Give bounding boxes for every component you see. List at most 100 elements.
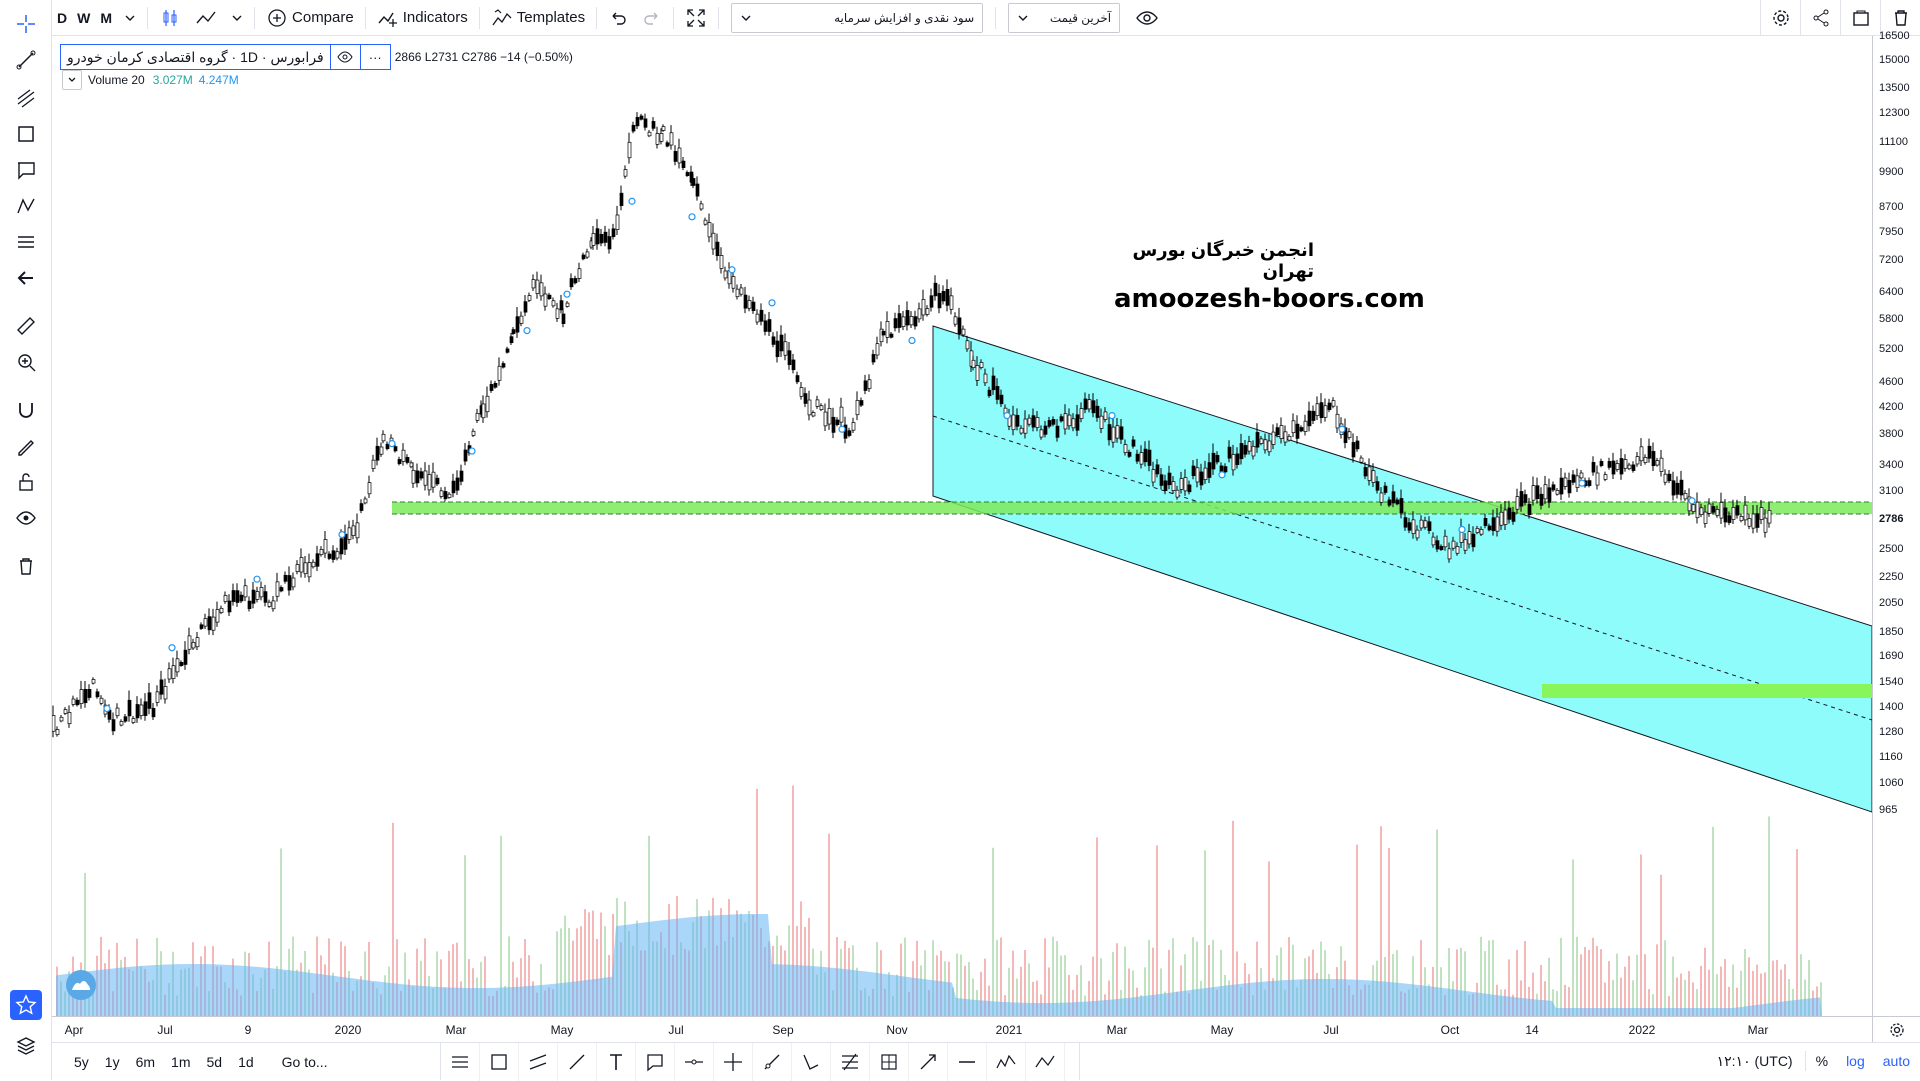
symbol-name: فرابورس · 1D · گروه اقتصادی کرمان خودرو (67, 48, 324, 65)
range-1d[interactable]: 1d (238, 1053, 254, 1070)
text-tool-icon[interactable] (597, 1042, 636, 1081)
line-type-icon[interactable] (188, 0, 224, 36)
candle-body (299, 557, 304, 573)
compare-button[interactable]: Compare (259, 0, 361, 36)
volume-bar (1484, 951, 1486, 1016)
horizontal-lines-icon[interactable] (441, 1042, 480, 1081)
range-5d[interactable]: 5d (206, 1053, 223, 1070)
volume-bar (756, 788, 758, 1016)
candle-body (1371, 470, 1376, 483)
eye-icon[interactable] (0, 500, 52, 536)
abc-tool-icon[interactable] (1026, 1042, 1065, 1081)
study-select[interactable]: سود نقدی و افزایش سرمایه (731, 2, 984, 33)
candle-body (1739, 516, 1744, 522)
percent-toggle[interactable]: % (1815, 1053, 1829, 1069)
line-tool-icon[interactable] (558, 1042, 597, 1081)
chart-type-dropdown-icon[interactable] (224, 0, 250, 36)
channel-tool-icon[interactable] (519, 1042, 558, 1081)
ruler-icon[interactable] (0, 308, 52, 344)
volume-bar (1576, 936, 1578, 1016)
interval-d[interactable]: D (57, 9, 68, 26)
indicators-button[interactable]: Indicators (370, 0, 475, 36)
price-source-select[interactable]: آخرین قیمت (1008, 2, 1121, 33)
rectangle-icon[interactable] (0, 116, 52, 152)
elliott-tool-icon[interactable] (987, 1042, 1026, 1081)
range-6m[interactable]: 6m (135, 1053, 156, 1070)
candle-body (1275, 427, 1280, 436)
arrow-tool-icon[interactable] (909, 1042, 948, 1081)
fullscreen-icon[interactable] (678, 0, 714, 36)
ray-tool-icon[interactable] (753, 1042, 792, 1081)
callout-icon[interactable] (0, 152, 52, 188)
dash-tool-icon[interactable] (948, 1042, 987, 1081)
tradingview-logo-icon[interactable] (66, 970, 96, 1000)
axis-settings-gear-icon[interactable] (1872, 1016, 1920, 1042)
trendline-icon[interactable] (0, 42, 52, 78)
fib-tool-icon[interactable] (831, 1042, 870, 1081)
price-chart[interactable] (52, 36, 1872, 1016)
visibility-eye-icon[interactable] (1128, 0, 1166, 36)
candle-body (509, 336, 514, 344)
candle-body (243, 585, 248, 598)
crosshair-icon[interactable] (0, 6, 52, 42)
delete-icon[interactable] (1880, 0, 1920, 36)
rect-tool-icon[interactable] (480, 1042, 519, 1081)
candle-body (443, 491, 448, 500)
candle-body (815, 399, 820, 407)
goto-button[interactable]: Go to... (281, 1053, 328, 1070)
log-toggle[interactable]: log (1846, 1053, 1865, 1069)
back-arrow-icon[interactable] (0, 260, 52, 296)
candle-body (379, 446, 384, 455)
cross-tool-icon[interactable] (714, 1042, 753, 1081)
redo-icon[interactable] (635, 0, 669, 36)
candle-type-icon[interactable] (152, 0, 188, 36)
interval-dropdown-icon[interactable] (117, 0, 143, 36)
price-axis[interactable]: 16500 15000 13500 12300 11100 9900 8700 7950 720… (1872, 30, 1920, 1026)
lock-drawing-icon[interactable] (0, 428, 52, 464)
candle-body (1467, 531, 1472, 545)
interval-m[interactable]: M (100, 9, 113, 26)
prediction-icon[interactable] (0, 224, 52, 260)
volume-bar (592, 910, 594, 1016)
candle-body (1643, 457, 1648, 463)
symbol-eye-icon[interactable] (329, 45, 360, 69)
symbol-box[interactable]: فرابورس · 1D · گروه اقتصادی کرمان خودرو … (60, 44, 391, 70)
hline-tool-icon[interactable] (675, 1042, 714, 1081)
angle-tool-icon[interactable] (792, 1042, 831, 1081)
templates-button[interactable]: Templates (484, 0, 592, 36)
time-axis[interactable]: Apr Jul 9 2020 Mar May Jul Sep Nov 2021 Mar May Jul O… (52, 1016, 1872, 1042)
favorites-star-icon[interactable] (10, 990, 42, 1020)
volume-bar (1076, 974, 1078, 1016)
candle-body (685, 172, 690, 177)
candle-body (385, 443, 390, 450)
zoom-in-icon[interactable] (0, 344, 52, 380)
descending-channel (932, 325, 1872, 813)
layers-icon[interactable] (0, 1028, 52, 1064)
pattern-icon[interactable] (0, 188, 52, 224)
range-1m[interactable]: 1m (171, 1053, 191, 1070)
range-1y[interactable]: 1y (104, 1053, 120, 1070)
unlock-icon[interactable] (0, 464, 52, 500)
candle-body (739, 287, 744, 295)
symbol-more-icon[interactable]: ··· (359, 45, 390, 69)
undo-icon[interactable] (601, 0, 635, 36)
candle-body (405, 457, 410, 463)
fib-icon[interactable] (0, 80, 52, 116)
collapse-chevron-icon[interactable] (62, 70, 82, 90)
interval-w[interactable]: W (77, 9, 91, 26)
snapshot-icon[interactable] (1840, 0, 1880, 36)
candle-body (677, 147, 682, 164)
candle-body (1547, 487, 1552, 503)
candle-body (1671, 480, 1676, 496)
share-icon[interactable] (1800, 0, 1840, 36)
range-5y[interactable]: 5y (74, 1053, 89, 1070)
trash-icon[interactable] (0, 548, 52, 584)
volume-bar (1720, 966, 1722, 1016)
settings-gear-icon[interactable] (1760, 0, 1800, 36)
volume-bar (84, 872, 86, 1016)
auto-toggle[interactable]: auto (1882, 1053, 1910, 1069)
magnet-icon[interactable] (0, 392, 52, 428)
note-tool-icon[interactable] (636, 1042, 675, 1081)
volume-bar (1620, 977, 1622, 1016)
range-tool-icon[interactable] (870, 1042, 909, 1081)
